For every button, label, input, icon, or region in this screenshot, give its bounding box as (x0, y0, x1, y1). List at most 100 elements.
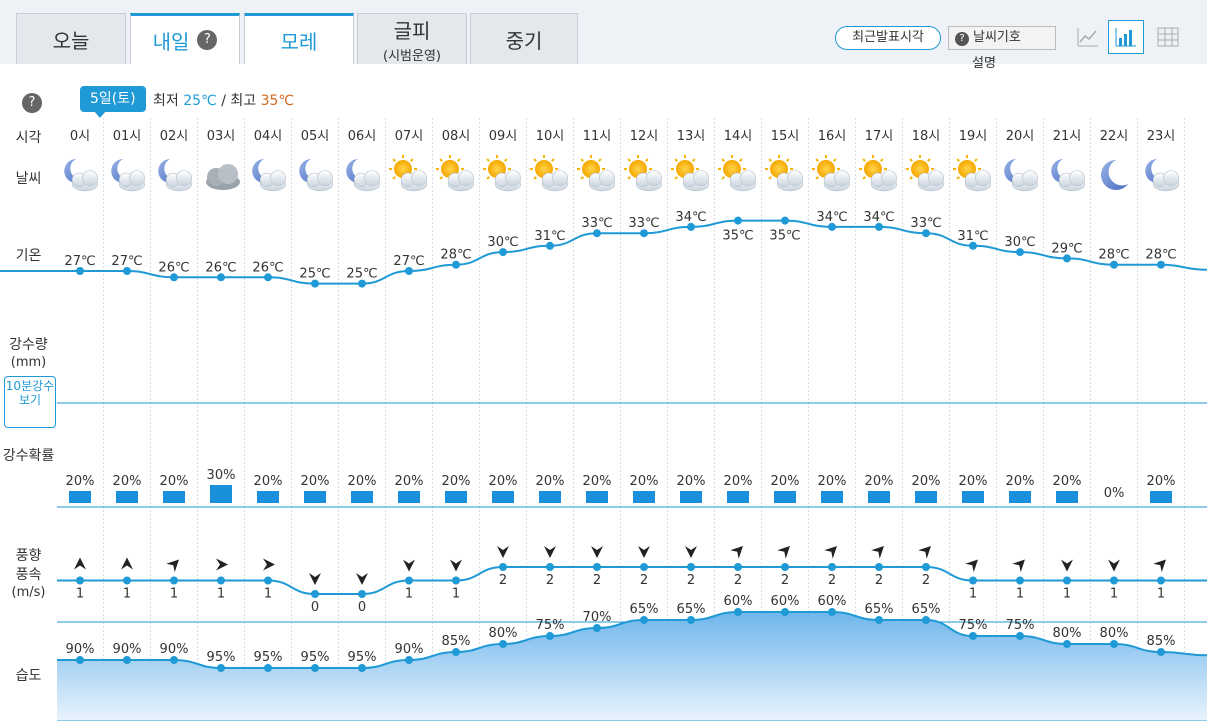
temperature-label: 28℃ (440, 248, 471, 263)
hour-label: 05시 (301, 129, 330, 144)
line-chart-view-button[interactable] (1070, 20, 1106, 54)
cloud-shape (176, 170, 192, 187)
help-icon[interactable]: ? (197, 30, 218, 50)
hour-label: 09시 (489, 129, 518, 144)
precip-prob-label: 20% (1053, 474, 1082, 489)
wind-speed-point (828, 563, 836, 571)
sun-ray (956, 176, 960, 180)
humidity-point (875, 616, 883, 624)
tab-three-days[interactable]: 글피 (시범운영) (357, 13, 467, 64)
wind-arrow-icon (824, 546, 837, 559)
temperature-point (734, 216, 742, 225)
wind-arrow-icon (1012, 559, 1025, 573)
precip-prob-label: 20% (348, 474, 377, 489)
cloud-shape (693, 170, 709, 187)
sun-ray (439, 158, 443, 162)
humidity-point (922, 616, 930, 624)
cloud-shape (646, 170, 662, 187)
sun-ray (580, 176, 584, 180)
moon-shape (299, 159, 321, 183)
recent-announce-button[interactable]: 최근발표시각 (835, 26, 941, 50)
sun-partly-cloudy-icon (765, 155, 804, 192)
precip-prob-bar (69, 491, 91, 503)
bar-chart-view-button[interactable] (1108, 20, 1144, 54)
precip-prob-bar (1056, 491, 1078, 503)
wind-speed-label: 1 (1063, 587, 1071, 602)
tab-midterm[interactable]: 중기 (470, 13, 578, 64)
arrow-head (918, 546, 931, 559)
hour-label: 03시 (207, 129, 236, 144)
humidity-line (57, 611, 1207, 669)
tab-tomorrow-label: 내일 (152, 29, 190, 54)
hour-label: 10시 (536, 129, 565, 144)
wind-speed-point (170, 576, 178, 585)
humidity-label: 90% (113, 642, 142, 657)
hour-label: 23시 (1147, 129, 1176, 144)
sun-partly-cloudy-icon (577, 155, 616, 192)
ten-minute-precip-button[interactable]: 10분강수보기 (4, 376, 56, 428)
wind-arrow-icon (356, 573, 368, 585)
wind-speed-label: 1 (405, 587, 413, 602)
help-icon[interactable]: ? (22, 93, 42, 113)
sun-ray (674, 176, 678, 180)
hour-label: 07시 (395, 129, 424, 144)
temperature-label: 31℃ (957, 229, 988, 244)
cloud-shape (834, 170, 850, 187)
wind-arrow-icon (74, 557, 86, 570)
night-partly-cloudy-icon (346, 159, 381, 192)
wind-speed-label: 2 (687, 573, 695, 588)
humidity-point (264, 664, 272, 672)
arrow-head (1061, 559, 1073, 572)
wind-speed-point (499, 563, 507, 571)
hour-label: 12시 (630, 129, 659, 144)
wind-speed-point (264, 576, 272, 585)
temperature-point (1063, 254, 1071, 263)
tab-today[interactable]: 오늘 (16, 13, 126, 64)
arrow-head (497, 546, 509, 558)
precip-prob-label: 20% (771, 474, 800, 489)
wind-arrow-icon (777, 546, 790, 559)
cloud-shape (740, 170, 756, 187)
table-view-button[interactable] (1150, 20, 1186, 54)
sun-ray (486, 176, 490, 180)
sun-ray (909, 176, 913, 180)
humidity-label: 60% (818, 594, 847, 609)
temperature-point (358, 279, 366, 288)
precip-prob-label: 20% (865, 474, 894, 489)
humidity-label: 75% (536, 618, 565, 633)
sun-partly-cloudy-icon (436, 155, 475, 192)
night-partly-cloudy-icon (1051, 159, 1086, 192)
tab-three-days-label: 글피 (393, 18, 431, 43)
sun-partly-cloudy-icon (389, 155, 428, 192)
cloud-shape (552, 170, 568, 187)
humidity-label: 65% (865, 602, 894, 617)
wind-speed-label: 1 (1110, 587, 1118, 602)
temperature-label: 35℃ (769, 229, 800, 244)
arrow-head (121, 557, 133, 570)
precip-prob-bar (539, 491, 561, 503)
temperature-label: 33℃ (910, 216, 941, 231)
humidity-point (1157, 648, 1165, 656)
wind-speed-label: 2 (593, 573, 601, 588)
wind-speed-point (546, 563, 554, 571)
weather-symbol-legend-button[interactable]: ? 날씨기호 (948, 26, 1056, 50)
sun-ray (551, 158, 555, 162)
humidity-point (1016, 632, 1024, 640)
tab-tomorrow[interactable]: 내일? (130, 13, 240, 64)
hour-label: 16시 (818, 129, 847, 144)
sun-partly-cloudy-icon (671, 155, 710, 192)
sun-ray (692, 158, 696, 162)
cloud-shape (599, 170, 615, 187)
tab-day-after[interactable]: 모레 (244, 13, 354, 64)
precip-prob-bar (774, 491, 796, 503)
moon-shape (1145, 159, 1167, 183)
moon-shape (346, 159, 368, 183)
night-partly-cloudy-icon (1004, 159, 1039, 192)
temperature-label: 26℃ (158, 260, 189, 275)
min-max-temp: 최저 25℃ / 최고 35℃ (153, 90, 294, 110)
temperature-point (311, 279, 319, 288)
humidity-label: 90% (66, 642, 95, 657)
humidity-point (687, 616, 695, 624)
arrow-head (166, 559, 179, 573)
wind-speed-label: 1 (264, 587, 272, 602)
